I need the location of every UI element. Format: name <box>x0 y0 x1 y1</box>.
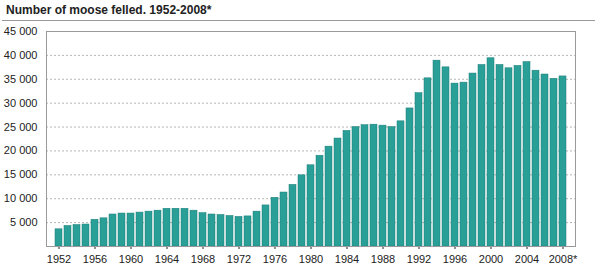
svg-text:1952: 1952 <box>47 253 71 265</box>
svg-text:45 000: 45 000 <box>4 25 38 37</box>
svg-text:1988: 1988 <box>371 253 395 265</box>
svg-text:40 000: 40 000 <box>4 49 38 61</box>
svg-text:1976: 1976 <box>263 253 287 265</box>
svg-text:1972: 1972 <box>227 253 251 265</box>
svg-text:1968: 1968 <box>191 253 215 265</box>
svg-text:1992: 1992 <box>407 253 431 265</box>
svg-text:30 000: 30 000 <box>4 97 38 109</box>
svg-text:15 000: 15 000 <box>4 168 38 180</box>
svg-text:1996: 1996 <box>443 253 467 265</box>
svg-text:1980: 1980 <box>299 253 323 265</box>
svg-text:2000: 2000 <box>479 253 503 265</box>
svg-text:2004: 2004 <box>515 253 539 265</box>
html-text:Number of moose felled. 1952-2: Number of moose felled. 1952-2008* <box>6 3 212 17</box>
svg-text:25 000: 25 000 <box>4 121 38 133</box>
svg-text:20 000: 20 000 <box>4 144 38 156</box>
svg-text:1964: 1964 <box>155 253 179 265</box>
svg-text:2008*: 2008* <box>549 253 578 265</box>
svg-text:5 000: 5 000 <box>10 216 38 228</box>
svg-text:1984: 1984 <box>335 253 359 265</box>
svg-text:1960: 1960 <box>119 253 143 265</box>
svg-text:35 000: 35 000 <box>4 73 38 85</box>
svg-text:1956: 1956 <box>83 253 107 265</box>
svg-text:10 000: 10 000 <box>4 192 38 204</box>
